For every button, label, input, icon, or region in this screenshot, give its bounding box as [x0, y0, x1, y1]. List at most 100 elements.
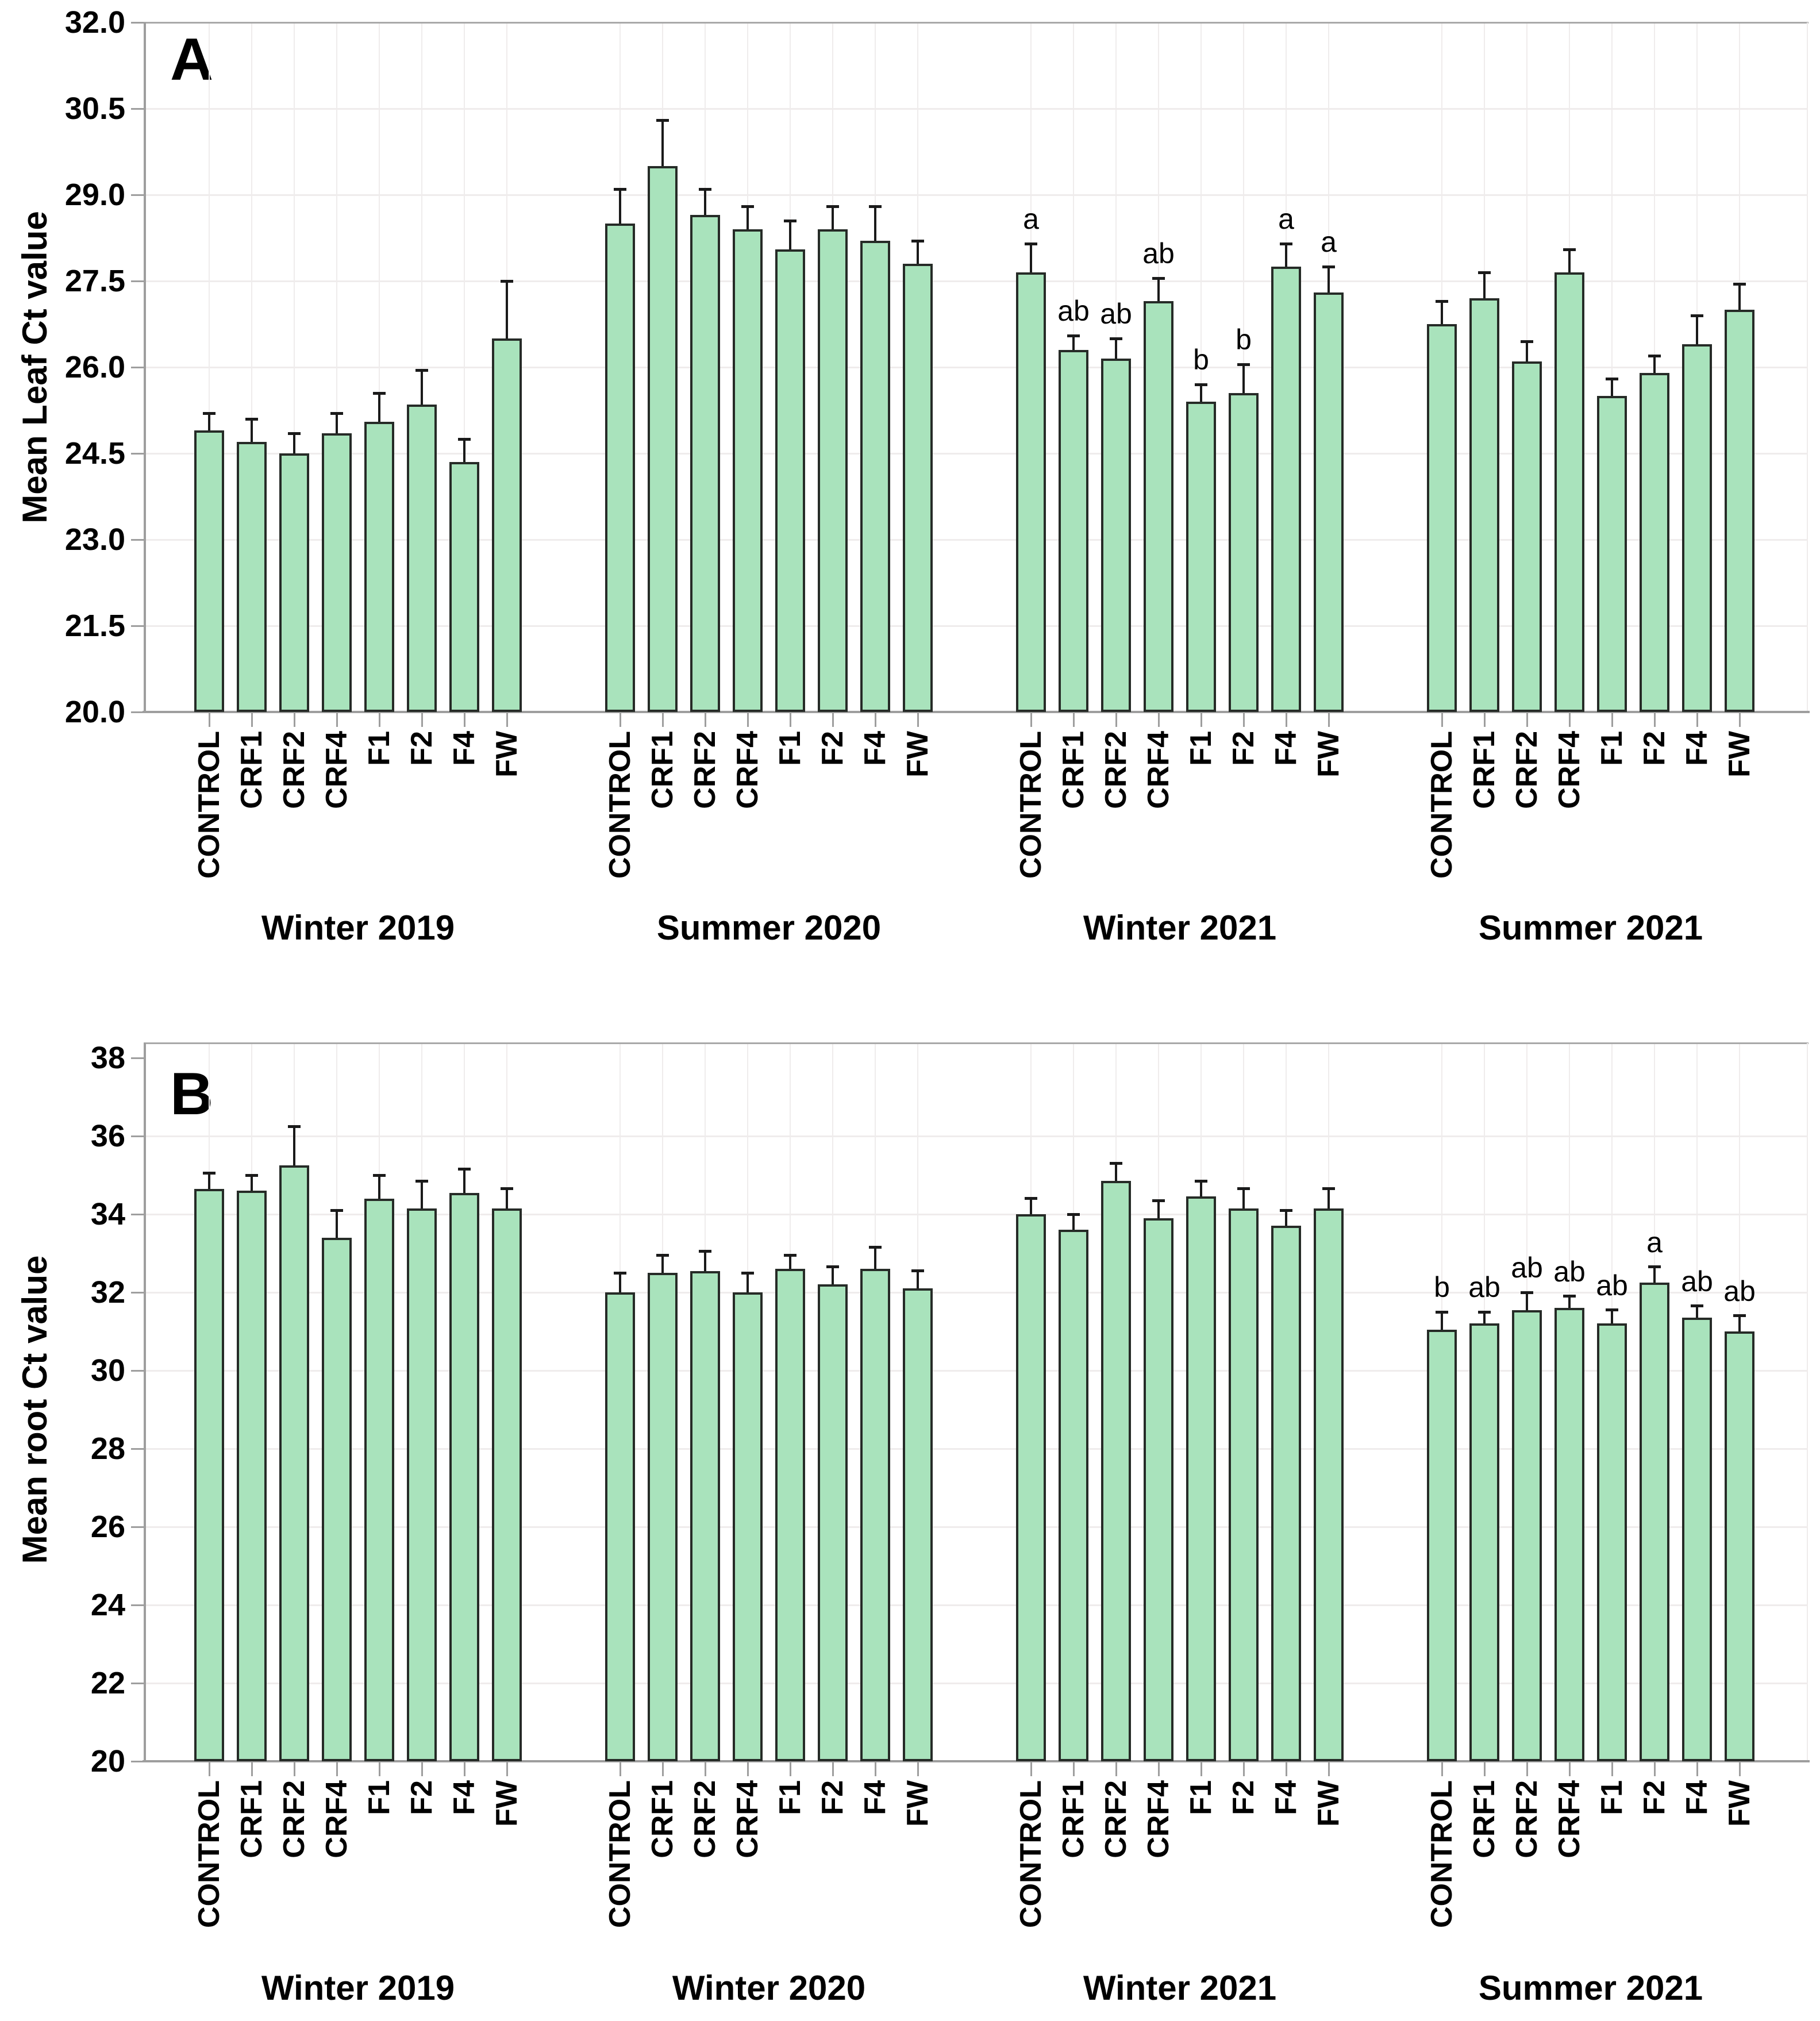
y-tick-label: 30.5 [64, 91, 125, 126]
bar [1427, 1329, 1457, 1761]
error-bar-cap [415, 1179, 428, 1183]
y-tick-label: 26 [90, 1510, 125, 1544]
x-tick-label: F2 [1227, 1780, 1260, 1815]
error-bar-line [1200, 1181, 1202, 1200]
y-tick [131, 21, 145, 24]
x-tick [789, 713, 791, 727]
x-tick [1696, 1762, 1698, 1776]
bar [1469, 1323, 1499, 1761]
x-tick [1157, 713, 1160, 727]
error-bar-line [506, 1188, 508, 1212]
error-bar-cap [1436, 1310, 1448, 1314]
y-tick [131, 366, 145, 368]
error-bar-line [747, 206, 749, 233]
x-tick-label: CRF2 [1510, 1780, 1544, 1858]
x-tick [1441, 1762, 1443, 1776]
h-gridline [145, 1526, 1807, 1528]
error-bar-line [1568, 249, 1571, 276]
error-bar-cap [245, 1173, 258, 1177]
x-tick [661, 713, 664, 727]
h-gridline [145, 625, 1807, 627]
error-bar-cap [1322, 265, 1335, 268]
y-tick-label: 20 [90, 1744, 125, 1779]
error-bar-cap [1025, 1197, 1037, 1200]
error-bar-cap [614, 187, 626, 191]
x-tick [1653, 1762, 1656, 1776]
error-bar-cap [1110, 1162, 1122, 1165]
x-tick-label: FW [901, 1780, 934, 1827]
bar [690, 1271, 720, 1761]
y-tick [131, 1760, 145, 1762]
error-bar-cap [741, 205, 754, 208]
error-bar-line [917, 1271, 919, 1292]
error-bar-line [378, 1175, 380, 1202]
bar [1059, 1230, 1088, 1761]
x-tick [1568, 1762, 1571, 1776]
error-bar-cap [1691, 314, 1703, 317]
error-bar-line [1030, 244, 1032, 276]
error-bar-cap [869, 205, 882, 208]
significance-letter: ab [1723, 1275, 1756, 1307]
error-bar-line [1696, 1306, 1698, 1322]
x-tick [917, 1762, 919, 1776]
error-bar-line [1328, 267, 1330, 296]
y-tick [131, 1448, 145, 1450]
significance-letter: b [1236, 324, 1252, 356]
error-bar-cap [826, 1265, 839, 1269]
bar [407, 405, 437, 712]
bar [492, 1208, 522, 1761]
y-tick-label: 23.0 [64, 522, 125, 557]
y-tick [131, 711, 145, 713]
error-bar-cap [1436, 299, 1448, 303]
x-tick [1030, 713, 1032, 727]
y-tick [131, 1213, 145, 1215]
x-tick [1526, 1762, 1528, 1776]
x-tick-label: F1 [363, 1780, 396, 1815]
significance-letter: ab [1596, 1269, 1628, 1302]
error-bar-line [1441, 1312, 1443, 1333]
error-bar-cap [288, 432, 301, 435]
x-tick-label: CRF2 [278, 1780, 311, 1858]
x-tick-label: F4 [1680, 1780, 1714, 1815]
bar [1229, 1208, 1259, 1761]
significance-letter: b [1193, 344, 1209, 376]
error-bar-line [1242, 1188, 1245, 1212]
significance-letter: a [1646, 1226, 1663, 1258]
x-axis-line [143, 711, 1810, 713]
x-tick [874, 1762, 876, 1776]
bar [322, 1237, 352, 1761]
x-tick [208, 713, 210, 727]
bar [1554, 1308, 1584, 1761]
x-tick [251, 713, 253, 727]
y-tick [131, 107, 145, 110]
error-bar-cap [656, 118, 669, 122]
h-gridline [145, 452, 1807, 455]
error-bar-cap [1478, 271, 1491, 274]
bar [449, 1192, 479, 1761]
bar [690, 215, 720, 712]
error-bar-line [1285, 244, 1287, 270]
y-tick [131, 280, 145, 282]
error-bar-cap [203, 411, 216, 415]
h-gridline [145, 1604, 1807, 1606]
x-tick-label: CRF4 [320, 1780, 353, 1858]
bar [1427, 324, 1457, 712]
error-bar-cap [1322, 1187, 1335, 1191]
x-tick [336, 1762, 338, 1776]
h-gridline [145, 1682, 1807, 1684]
h-gridline [145, 366, 1807, 368]
significance-letter: ab [1468, 1271, 1500, 1303]
error-bar-cap [330, 411, 343, 415]
error-bar-line [747, 1273, 749, 1296]
bar [1597, 396, 1627, 712]
error-bar-line [1030, 1198, 1032, 1218]
y-tick [131, 1682, 145, 1684]
error-bar-line [832, 1267, 834, 1288]
x-tick [1483, 713, 1486, 727]
x-tick-label: CRF1 [646, 1780, 679, 1858]
error-bar-line [661, 120, 664, 170]
error-bar-line [874, 206, 876, 244]
y-tick-label: 21.5 [64, 609, 125, 643]
error-bar-cap [501, 1187, 513, 1191]
